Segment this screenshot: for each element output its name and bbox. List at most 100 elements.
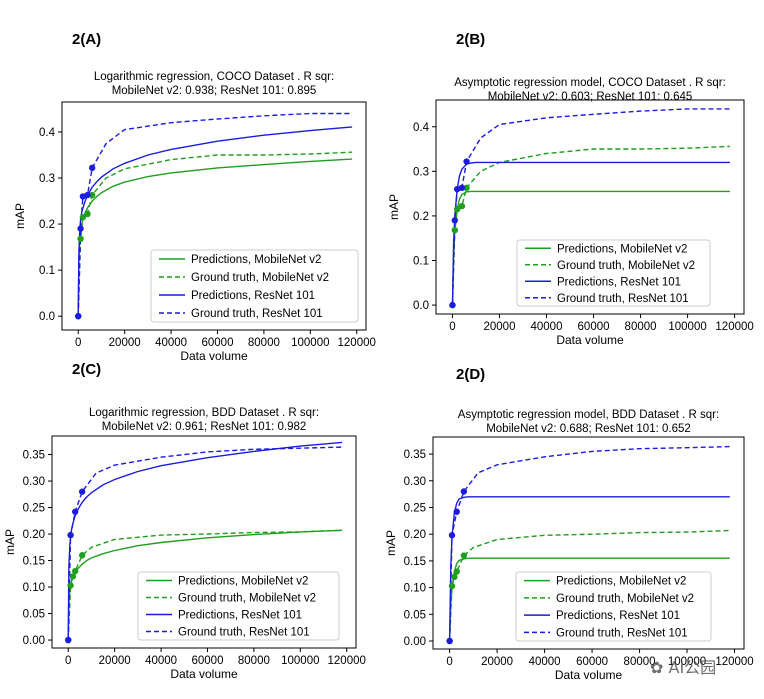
- x-tick-label: 60000: [201, 337, 233, 349]
- y-tick-label: 0.15: [404, 556, 426, 568]
- legend-entry: Predictions, MobileNet v2: [178, 576, 308, 588]
- y-tick-label: 0.15: [23, 556, 45, 568]
- x-tick-label: 60000: [578, 321, 610, 333]
- legend-entry: Predictions, ResNet 101: [178, 610, 302, 622]
- legend-entry: Ground truth, MobileNet v2: [178, 593, 316, 605]
- panel-label-c: 2(C): [72, 361, 102, 378]
- y-tick-label: 0.3: [413, 166, 429, 178]
- wechat-icon: ✿: [650, 658, 664, 677]
- data-point: [84, 191, 91, 199]
- chart-subtitle: MobileNet v2: 0.688; ResNet 101: 0.652: [486, 423, 691, 435]
- data-point: [84, 210, 91, 218]
- y-tick-label: 0.25: [404, 502, 426, 514]
- x-tick-label: 20000: [481, 656, 513, 668]
- x-axis-label: Data volume: [180, 349, 248, 363]
- legend-entry: Predictions, MobileNet v2: [556, 576, 686, 588]
- y-tick-label: 0.1: [39, 265, 55, 277]
- data-point: [458, 202, 466, 210]
- data-point: [78, 552, 86, 559]
- x-tick-label: 80000: [248, 337, 280, 349]
- data-point: [77, 225, 84, 232]
- x-tick-label: 60000: [576, 656, 608, 668]
- chart-subtitle: MobileNet v2: 0.938; ResNet 101: 0.895: [112, 85, 317, 97]
- x-tick-label: 0: [446, 656, 452, 668]
- y-tick-label: 0.05: [23, 609, 45, 621]
- watermark-text: AI公园: [668, 658, 717, 677]
- plot-area: [65, 441, 343, 644]
- y-tick-label: 0.20: [23, 529, 45, 541]
- data-point: [65, 636, 72, 644]
- data-point: [453, 206, 461, 213]
- data-point: [463, 158, 470, 165]
- chart-a: Logarithmic regression, COCO Dataset . R…: [13, 71, 376, 363]
- legend: Predictions, MobileNet v2 Ground truth, M…: [150, 249, 359, 323]
- panel-label-a: 2(A): [72, 31, 102, 48]
- chart-d: Asymptotic regression model, BDD Dataset…: [384, 409, 754, 682]
- y-tick-label: 0.4: [413, 122, 430, 134]
- y-tick-label: 0.30: [23, 476, 45, 488]
- y-tick-label: 0.00: [23, 635, 45, 647]
- series-line-4: [67, 446, 343, 641]
- x-tick-label: 100000: [668, 656, 706, 668]
- data-point: [460, 488, 468, 495]
- legend-box: [515, 571, 712, 642]
- y-tick-label: 0.05: [404, 609, 426, 621]
- chart-b: Asymptotic regression model, COCO Datase…: [387, 77, 754, 347]
- series-line-2: [448, 529, 730, 642]
- y-tick-label: 0.10: [23, 582, 45, 594]
- data-point: [88, 164, 96, 172]
- data-point: [449, 301, 456, 309]
- x-tick-label: 40000: [529, 656, 561, 668]
- y-tick-label: 0.0: [39, 311, 55, 323]
- x-tick-label: 40000: [155, 337, 187, 349]
- plot-frame: [435, 99, 745, 315]
- chart-title: Logarithmic regression, COCO Dataset . R…: [94, 71, 334, 83]
- chart-title: Logarithmic regression, BDD Dataset . R …: [89, 407, 319, 419]
- legend: Predictions, MobileNet v2 Ground truth, M…: [515, 571, 712, 642]
- data-point: [88, 191, 96, 199]
- x-axis-label: Data volume: [170, 667, 238, 681]
- plot-area: [449, 108, 730, 309]
- x-tick-label: 100000: [668, 321, 706, 333]
- chart-subtitle: MobileNet v2: 0.961; ResNet 101: 0.982: [102, 421, 307, 433]
- data-point: [451, 573, 458, 581]
- data-point: [67, 582, 74, 589]
- y-axis-label: mAP: [387, 194, 401, 220]
- legend-entry: Ground truth, MobileNet v2: [557, 260, 695, 272]
- legend-box: [150, 249, 359, 323]
- data-point: [446, 637, 453, 645]
- x-tick-label: 120000: [338, 337, 376, 349]
- legend-entry: Predictions, ResNet 101: [557, 276, 681, 288]
- y-tick-label: 0.35: [404, 449, 426, 461]
- x-tick-label: 100000: [291, 337, 329, 349]
- x-tick-label: 120000: [715, 321, 753, 333]
- data-point: [77, 235, 84, 242]
- legend-entry: Ground truth, ResNet 101: [191, 308, 323, 320]
- x-tick-label: 0: [75, 337, 81, 349]
- x-tick-label: 120000: [715, 656, 753, 668]
- x-tick-label: 100000: [281, 655, 319, 667]
- legend-entry: Predictions, MobileNet v2: [557, 243, 687, 255]
- x-tick-label: 40000: [531, 321, 563, 333]
- legend-entry: Predictions, ResNet 101: [191, 290, 315, 302]
- data-point: [72, 567, 79, 575]
- plot-area: [75, 112, 353, 320]
- x-tick-label: 20000: [109, 337, 141, 349]
- y-axis-label: mAP: [13, 203, 27, 229]
- y-tick-label: 0.4: [39, 127, 56, 139]
- data-point: [451, 217, 459, 224]
- chart-c: Logarithmic regression, BDD Dataset . R …: [3, 407, 366, 681]
- chart-title: Asymptotic regression model, BDD Dataset…: [458, 409, 719, 421]
- plot-frame: [61, 101, 367, 331]
- y-tick-label: 0.30: [404, 476, 426, 488]
- series-line-4: [448, 445, 730, 642]
- chart-title: Asymptotic regression model, COCO Datase…: [454, 77, 726, 89]
- legend: Predictions, MobileNet v2 Ground truth, M…: [516, 239, 711, 307]
- x-axis-label: Data volume: [555, 668, 623, 682]
- y-tick-label: 0.25: [23, 503, 45, 515]
- x-tick-label: 80000: [625, 321, 657, 333]
- chart-subtitle: MobileNet v2: 0.603; ResNet 101: 0.645: [488, 91, 693, 103]
- x-tick-label: 80000: [238, 655, 270, 667]
- plot-area: [446, 445, 730, 645]
